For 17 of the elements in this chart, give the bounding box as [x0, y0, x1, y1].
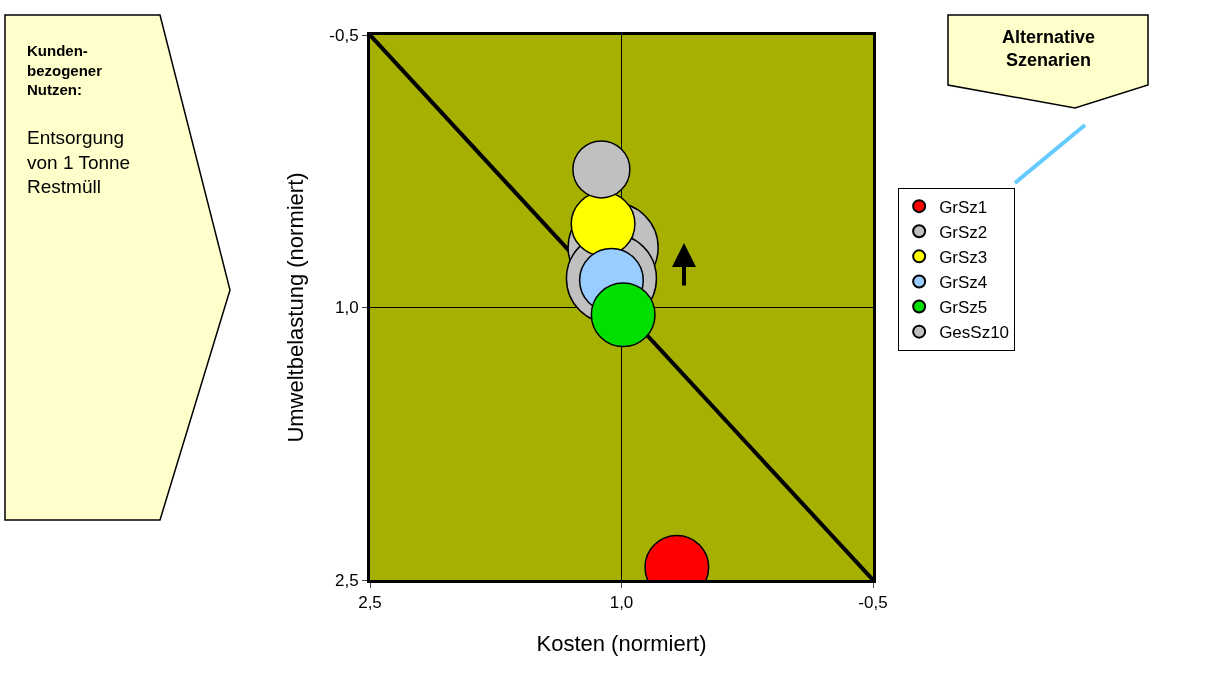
- legend-label: GesSz10: [939, 323, 1010, 343]
- y-tick-label: -0,5: [329, 25, 359, 45]
- legend-label: GrSz2: [939, 222, 988, 242]
- legend-label: GrSz4: [939, 273, 988, 293]
- x-tick-label: 2,5: [358, 593, 382, 613]
- x-tick-label: -0,5: [858, 593, 888, 613]
- y-tick-label: 1,0: [334, 298, 359, 318]
- text: Alternative Szenarien: [1002, 27, 1096, 71]
- text: Entsorgung von 1 Tonne Restmüll: [27, 127, 131, 198]
- x-axis-title: Kosten (normiert): [536, 631, 707, 657]
- x-tick-label: 1,0: [609, 593, 634, 613]
- legend-label: GrSz1: [939, 197, 988, 217]
- y-axis-title: Umweltbelastung (normiert): [283, 172, 309, 443]
- legend-label: GrSz3: [939, 247, 988, 267]
- y-tick-label: 2,5: [334, 570, 359, 590]
- text: Kunden- bezogener Nutzen:: [27, 42, 103, 98]
- legend-label: GrSz5: [939, 298, 988, 318]
